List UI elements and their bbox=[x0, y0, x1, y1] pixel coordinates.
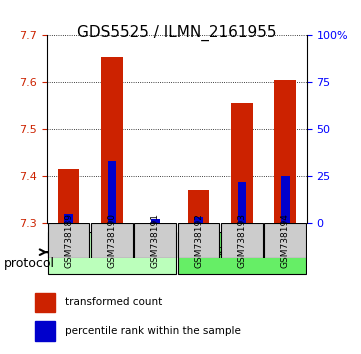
Bar bbox=[58, 169, 79, 223]
Bar bbox=[35, 293, 55, 312]
Text: GDS5525 / ILMN_2161955: GDS5525 / ILMN_2161955 bbox=[77, 25, 277, 41]
FancyBboxPatch shape bbox=[134, 223, 176, 258]
Bar bbox=[194, 217, 203, 223]
Bar bbox=[64, 213, 73, 223]
FancyBboxPatch shape bbox=[91, 223, 133, 258]
FancyBboxPatch shape bbox=[178, 233, 306, 274]
Text: GSM738193: GSM738193 bbox=[238, 213, 246, 268]
Bar bbox=[281, 176, 290, 223]
Bar bbox=[101, 57, 123, 223]
Text: GSM738191: GSM738191 bbox=[151, 213, 160, 268]
Bar bbox=[151, 219, 160, 223]
FancyBboxPatch shape bbox=[221, 223, 263, 258]
FancyBboxPatch shape bbox=[48, 223, 90, 258]
Text: GSM738189: GSM738189 bbox=[64, 213, 73, 268]
FancyBboxPatch shape bbox=[48, 233, 176, 274]
Bar bbox=[35, 321, 55, 341]
FancyBboxPatch shape bbox=[264, 223, 306, 258]
Text: GSM738192: GSM738192 bbox=[194, 213, 203, 268]
Bar bbox=[274, 80, 296, 223]
Bar bbox=[231, 103, 253, 223]
Text: protocol: protocol bbox=[4, 257, 55, 270]
Bar bbox=[108, 161, 116, 223]
Text: GSM738190: GSM738190 bbox=[108, 213, 116, 268]
FancyBboxPatch shape bbox=[178, 223, 219, 258]
Text: percentile rank within the sample: percentile rank within the sample bbox=[65, 326, 240, 336]
Text: miR-205 silencing: miR-205 silencing bbox=[192, 247, 292, 257]
Text: transformed count: transformed count bbox=[65, 297, 162, 307]
Text: GSM738194: GSM738194 bbox=[281, 213, 290, 268]
Text: control: control bbox=[93, 247, 131, 257]
Bar bbox=[188, 190, 209, 223]
Bar bbox=[238, 182, 246, 223]
